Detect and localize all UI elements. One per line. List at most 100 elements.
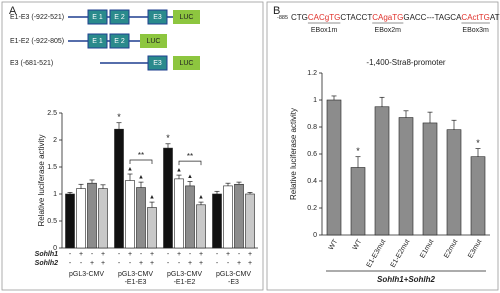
x-tick-label: WT (328, 238, 340, 252)
condition-mark: - (216, 260, 219, 267)
condition-mark: + (199, 260, 203, 267)
sequence-segment: AT (490, 13, 500, 22)
reporter-label: LUC (146, 38, 160, 45)
bar (114, 128, 124, 249)
ebox-label: EBox1m (311, 27, 338, 34)
bar (234, 183, 244, 249)
y-tick-label: 0.8 (307, 124, 317, 131)
condition-mark: - (129, 260, 132, 267)
panel-b-frame (266, 1, 499, 291)
bar (470, 156, 486, 236)
condition-mark: + (101, 251, 105, 258)
significance-mark: ▲ (138, 175, 144, 181)
bar (147, 207, 157, 249)
x-tick-label: E1mut (419, 238, 435, 259)
bar (398, 117, 414, 236)
bar (223, 185, 233, 249)
panel-label: A (9, 5, 17, 17)
ebox-label: EBox2m (375, 27, 402, 34)
panel-a-frame (1, 1, 264, 291)
condition-mark: + (150, 251, 154, 258)
sequence: -885 CTGCACgTGCTACCTCAgaTGGACC---TAGCACAc… (277, 13, 500, 22)
y-tick-label: 0 (313, 232, 317, 239)
condition-mark: - (227, 260, 230, 267)
condition-mark: - (167, 251, 170, 258)
ebox-element (87, 33, 108, 49)
bar (163, 147, 173, 249)
bar (174, 178, 184, 249)
x-tick-label: E1-E3mut (366, 238, 388, 269)
condition-mark: - (69, 251, 72, 258)
ebox-element-label: E3 (153, 14, 162, 21)
condition-mark: + (177, 251, 181, 258)
condition-mark: + (237, 260, 241, 267)
bracket (178, 160, 202, 166)
condition-mark: + (188, 260, 192, 267)
condition-mark: - (167, 260, 170, 267)
y-tick-label: 2 (53, 137, 57, 144)
reporter-label: LUC (179, 60, 193, 67)
y-axis-label: Relative luciferase activity (37, 134, 46, 226)
sequence-segment: CTG (291, 13, 308, 22)
bar (125, 180, 135, 249)
bar (98, 188, 108, 249)
construct-name: E1-E2 (-922-805) (10, 38, 64, 45)
condition-mark: - (118, 260, 121, 267)
reporter (140, 34, 167, 48)
panel-label: B (273, 5, 280, 17)
significance-mark: * (117, 112, 121, 122)
bar (196, 204, 206, 249)
sequence-segment: CActTG (461, 13, 489, 22)
x-tick-label: pGL3-CMV -E3 (215, 271, 251, 286)
bar (76, 188, 86, 249)
y-tick-label: 0.6 (307, 151, 317, 158)
condition-mark: + (226, 251, 230, 258)
construct-name: E3 (-681-521) (10, 60, 53, 67)
condition-mark: + (79, 251, 83, 258)
x-tick-label: WT (352, 238, 364, 252)
bar (87, 182, 97, 249)
ebox-element-label: E 1 (92, 14, 103, 21)
bar (374, 106, 390, 236)
y-tick-label: 0.2 (307, 205, 317, 212)
y-tick-label: 0 (53, 245, 57, 252)
ebox-element-label: E 2 (114, 38, 125, 45)
reporter (173, 56, 200, 70)
bar (350, 167, 366, 236)
condition-mark: - (118, 251, 121, 258)
ebox-element (87, 9, 108, 25)
x-tick-label: E2mut (443, 238, 459, 259)
ebox-element-label: E 1 (92, 38, 103, 45)
significance-mark: ▲ (187, 174, 193, 180)
reporter-label: LUC (179, 14, 193, 21)
y-tick-label: 1.5 (47, 164, 57, 171)
bracket (129, 159, 153, 165)
y-tick-label: 0.5 (47, 218, 57, 225)
bar (136, 187, 146, 249)
sequence-start: -885 (277, 15, 288, 21)
significance-mark: ▲ (176, 168, 182, 174)
bar (422, 122, 438, 236)
condition-mark: + (248, 260, 252, 267)
condition-mark: - (91, 251, 94, 258)
condition-mark: - (69, 260, 72, 267)
x-tick-label: pGL3-CMV -E1-E2 (166, 271, 202, 286)
condition-mark: - (189, 251, 192, 258)
condition-mark: - (140, 251, 143, 258)
condition-mark: + (139, 260, 143, 267)
chart-title: -1,400-Stra8-promoter (366, 58, 445, 67)
y-tick-label: 2.5 (47, 110, 57, 117)
significance-mark: ▲ (198, 195, 204, 201)
condition-mark: + (199, 251, 203, 258)
significance-mark: ▲ (149, 195, 155, 201)
condition-mark: - (238, 251, 241, 258)
y-tick-label: 1 (313, 97, 317, 104)
construct-name: E1-E3 (-922-521) (10, 14, 64, 21)
condition-mark: + (248, 251, 252, 258)
bar (185, 185, 195, 249)
significance-mark: * (166, 133, 170, 143)
ebox-element-label: E3 (153, 60, 162, 67)
reporter (173, 10, 200, 24)
condition-mark: - (216, 251, 219, 258)
